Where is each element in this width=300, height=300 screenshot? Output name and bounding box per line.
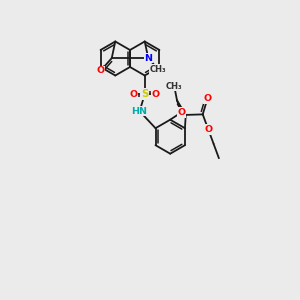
Text: O: O [96, 66, 105, 75]
Text: O: O [152, 90, 160, 99]
Text: CH₃: CH₃ [150, 65, 167, 74]
Text: N: N [144, 54, 152, 63]
Text: O: O [177, 108, 185, 117]
Text: S: S [141, 89, 148, 99]
Text: O: O [204, 125, 212, 134]
Text: CH₃: CH₃ [166, 82, 183, 91]
Text: HN: HN [132, 107, 148, 116]
Text: O: O [203, 94, 211, 103]
Text: O: O [130, 90, 138, 99]
